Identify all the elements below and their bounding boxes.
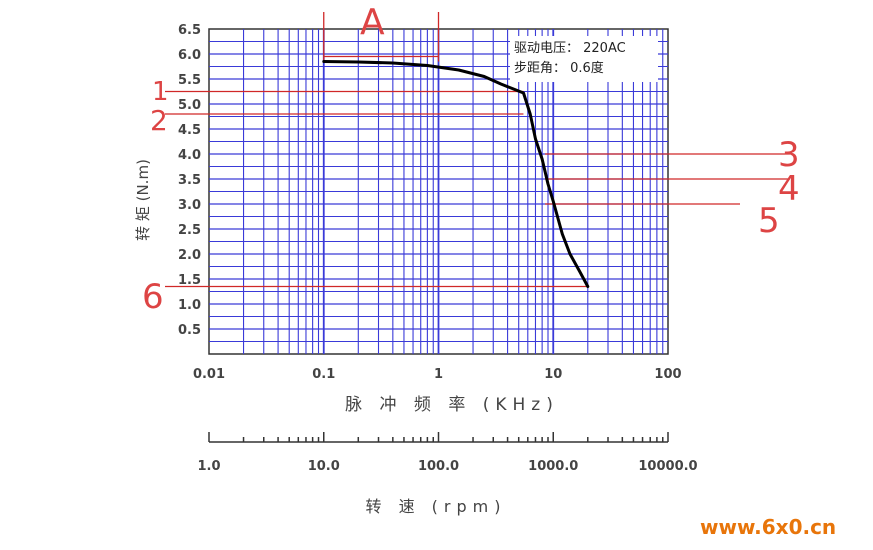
rpm-tick-label: 10.0 — [308, 459, 340, 474]
grid-layer — [208, 28, 669, 355]
rpm-tick-label: 100.0 — [418, 459, 459, 474]
x-tick-label: 0.01 — [193, 367, 225, 382]
annotation-3: 3 — [778, 135, 800, 175]
x-tick-label: 0.1 — [312, 367, 335, 382]
y-tick-label: 5.5 — [178, 73, 201, 88]
x-axis-label: 脉 冲 频 率 (KHz) — [345, 395, 559, 415]
x-tick-label: 100 — [654, 367, 681, 382]
y-axis-label: 转 矩 (N.m) — [134, 159, 152, 241]
series-layer — [322, 60, 590, 288]
legend-box — [510, 36, 658, 82]
y-tick-label: 3.5 — [178, 173, 201, 188]
y-tick-label: 6.5 — [178, 23, 201, 38]
y-tick-label: 4.0 — [178, 148, 201, 163]
x-tick-label: 1 — [434, 367, 443, 382]
y-tick-label: 2.0 — [178, 248, 201, 263]
annotation-lines — [165, 12, 790, 288]
y-tick-label: 1.5 — [178, 273, 201, 288]
legend-line-1: 驱动电压： 220AC — [514, 41, 626, 56]
watermark: www.6x0.cn — [700, 515, 836, 539]
annotation-6: 6 — [142, 277, 164, 317]
legend-line-2: 步距角： 0.6度 — [514, 60, 604, 76]
y-tick-label: 1.0 — [178, 298, 201, 313]
y-tick-label: 4.5 — [178, 123, 201, 138]
y-tick-label: 0.5 — [178, 323, 201, 338]
axes-layer: 0.5 1.0 1.5 2.0 2.5 3.0 3.5 4.0 4.5 5.0 5.5 6.0 6.5 0… — [178, 23, 698, 474]
y-tick-label: 5.0 — [178, 98, 201, 113]
y-tick-label: 6.0 — [178, 48, 201, 63]
annotation-1: 1 — [152, 77, 169, 107]
annotation-2: 2 — [150, 104, 168, 137]
rpm-tick-label: 1.0 — [197, 459, 220, 474]
rpm-tick-label: 1000.0 — [528, 459, 578, 474]
torque-curve — [322, 60, 590, 288]
annotation-5: 5 — [758, 201, 780, 241]
rpm-axis-label: 转 速 (rpm) — [366, 497, 507, 516]
annotation-4: 4 — [778, 169, 800, 209]
annotation-A: A — [360, 2, 385, 43]
rpm-tick-label: 10000.0 — [638, 459, 697, 474]
y-tick-label: 3.0 — [178, 198, 201, 213]
x-tick-label: 10 — [544, 367, 562, 382]
y-tick-label: 2.5 — [178, 223, 201, 238]
